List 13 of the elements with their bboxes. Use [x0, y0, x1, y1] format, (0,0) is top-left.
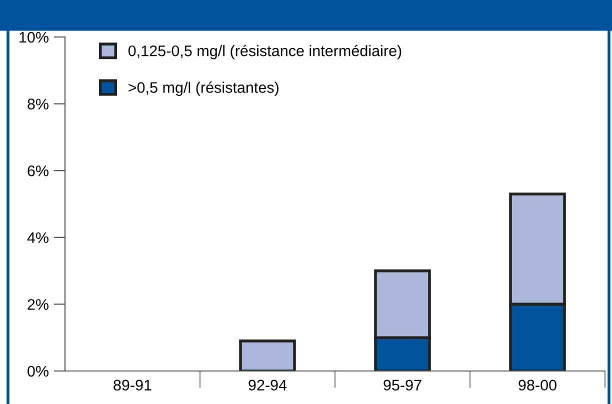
y-tick-label: 2% — [28, 299, 48, 310]
x-tick-label: 95-97 — [384, 380, 422, 391]
legend-label: 0,125-0,5 mg/l (résistance intermédiaire) — [128, 44, 402, 60]
y-tick-label: 4% — [27, 232, 48, 244]
x-tick-label: 98-00 — [518, 380, 556, 391]
legend-label: >0,5 mg/l (résistantes) — [128, 82, 278, 96]
y-tick-label: 8% — [28, 98, 48, 110]
bar — [239, 340, 296, 371]
x-tick-label: 89-91 — [114, 380, 152, 391]
x-tick-label: 92-94 — [248, 380, 287, 391]
y-tick-label: 6% — [28, 165, 48, 176]
y-tick-label: 0% — [28, 366, 48, 377]
y-tick-label: 10% — [20, 32, 48, 43]
